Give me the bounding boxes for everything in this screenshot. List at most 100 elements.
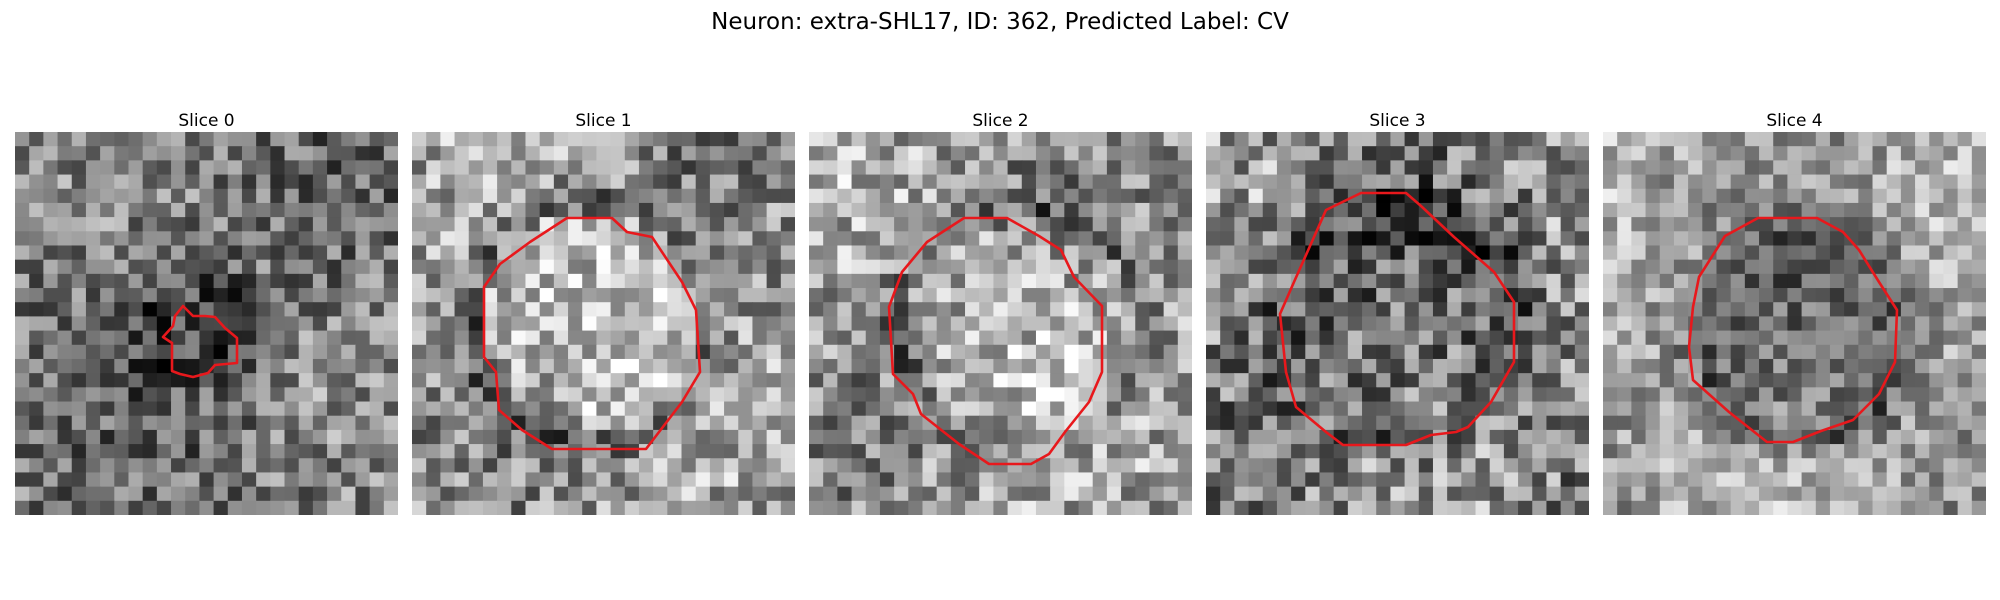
pixel [199, 387, 215, 403]
pixel [1773, 486, 1789, 502]
pixel [1078, 273, 1094, 289]
pixel [43, 160, 59, 176]
pixel [1673, 458, 1689, 474]
pixel [114, 132, 130, 147]
pixel [1489, 174, 1505, 190]
pixel [383, 302, 398, 318]
pixel [482, 217, 498, 232]
pixel [596, 202, 612, 218]
pixel [114, 288, 130, 303]
pixel [1276, 202, 1292, 218]
pixel [1333, 500, 1349, 515]
pixel [1617, 202, 1632, 218]
pixel [1900, 259, 1916, 275]
pixel [1730, 259, 1746, 275]
pixel [1078, 330, 1094, 346]
pixel [1829, 132, 1845, 147]
pixel [1362, 472, 1377, 488]
pixel [1291, 344, 1306, 360]
pixel [1149, 302, 1165, 318]
pixel [1007, 259, 1023, 275]
pixel [15, 288, 30, 303]
pixel [837, 486, 853, 502]
pixel [1418, 288, 1434, 303]
pixel [1645, 344, 1661, 360]
pixel [1319, 472, 1335, 488]
pixel [1291, 132, 1306, 147]
pixel [468, 217, 484, 232]
pixel [298, 132, 314, 147]
pixel [1518, 486, 1533, 502]
pixel [369, 288, 385, 303]
pixel [681, 188, 697, 204]
pixel [582, 458, 598, 474]
pixel [724, 316, 739, 332]
pixel [1801, 245, 1817, 261]
pixel [468, 358, 484, 374]
pixel [1532, 231, 1548, 247]
pixel [199, 174, 215, 190]
pixel [85, 288, 101, 303]
pixel [1064, 472, 1080, 488]
pixel [1759, 458, 1774, 474]
pixel [1603, 160, 1618, 176]
pixel [1631, 401, 1647, 417]
pixel [1574, 344, 1589, 360]
pixel [57, 132, 73, 147]
pixel [936, 458, 952, 474]
pixel [43, 245, 59, 261]
pixel [1503, 316, 1519, 332]
pixel [1347, 316, 1363, 332]
pixel [1347, 500, 1363, 515]
pixel [1971, 188, 1986, 204]
pixel [738, 202, 754, 218]
pixel [369, 330, 385, 346]
pixel [993, 387, 1009, 403]
pixel [1333, 273, 1349, 289]
pixel [837, 500, 853, 515]
pixel [57, 472, 73, 488]
pixel [1021, 302, 1037, 318]
pixel [1248, 429, 1264, 445]
pixel [1716, 146, 1732, 161]
pixel [128, 316, 144, 332]
pixel [1461, 273, 1477, 289]
pixel [1333, 344, 1349, 360]
pixel [780, 188, 795, 204]
pixel [369, 202, 385, 218]
pixel [43, 344, 59, 360]
pixel [653, 259, 668, 275]
pixel [1149, 202, 1165, 218]
pixel [43, 444, 59, 459]
pixel [369, 358, 385, 374]
pixel [1929, 132, 1945, 147]
pixel [908, 486, 924, 502]
pixel [1759, 288, 1774, 303]
pixel [412, 188, 427, 204]
pixel [1603, 146, 1618, 161]
pixel [1688, 387, 1703, 403]
pixel [256, 160, 271, 176]
pixel [171, 330, 186, 346]
pixel [341, 288, 357, 303]
pixel [1688, 500, 1703, 515]
pixel [256, 288, 271, 303]
pixel [1801, 500, 1817, 515]
pixel [1801, 330, 1817, 346]
pixel [1007, 188, 1023, 204]
pixel [1092, 387, 1108, 403]
pixel [1106, 288, 1122, 303]
slice-title: Slice 1 [575, 111, 632, 131]
pixel [1574, 174, 1589, 190]
pixel [284, 316, 300, 332]
pixel [539, 188, 555, 204]
pixel [752, 444, 768, 459]
pixel [1744, 330, 1760, 346]
pixel [1744, 486, 1760, 502]
pixel [610, 231, 626, 247]
pixel [1673, 401, 1689, 417]
pixel [369, 486, 385, 502]
pixel [1050, 401, 1065, 417]
pixel [596, 160, 612, 176]
pixel [156, 273, 172, 289]
